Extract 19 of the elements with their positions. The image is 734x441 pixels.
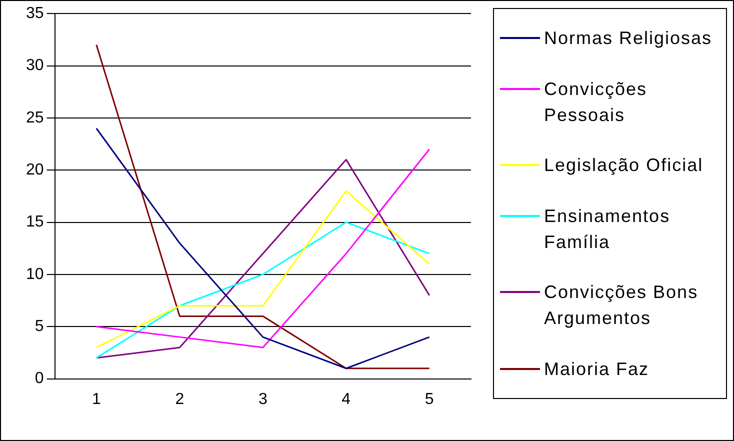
y-tick-label: 35 — [26, 5, 44, 22]
y-tick-label: 5 — [34, 318, 44, 336]
x-tick-label: 2 — [175, 390, 184, 408]
legend-label: Ensinamentos Família — [544, 204, 672, 254]
x-tick-label: 5 — [424, 390, 434, 408]
x-tick-label: 1 — [92, 390, 101, 408]
y-tick-label: 15 — [26, 214, 44, 231]
y-tick-label: 10 — [26, 266, 44, 283]
y-tick-label: 25 — [26, 109, 44, 126]
legend-label: Legislação Oficial — [544, 154, 704, 178]
legend-label: Convicções Bons Argumentos — [544, 281, 700, 330]
x-tick-label: 3 — [258, 390, 268, 408]
legend-label: Convicções Pessoais — [544, 78, 648, 127]
legend-label: Normas Religiosas — [544, 27, 714, 50]
legend-label: Maioria Faz — [544, 358, 650, 381]
y-tick-label: 0 — [34, 370, 44, 388]
x-tick-label: 4 — [342, 390, 351, 408]
y-tick-label: 30 — [26, 57, 44, 74]
y-tick-label: 20 — [26, 162, 44, 179]
